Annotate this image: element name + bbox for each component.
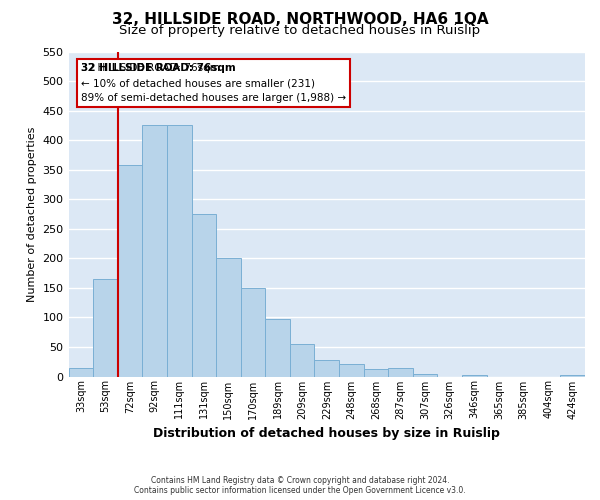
- Text: Contains HM Land Registry data © Crown copyright and database right 2024.
Contai: Contains HM Land Registry data © Crown c…: [134, 476, 466, 495]
- Bar: [560, 374, 585, 376]
- Text: 32 HILLSIDE ROAD: 76sqm: 32 HILLSIDE ROAD: 76sqm: [81, 64, 236, 74]
- Bar: [142, 126, 167, 376]
- Bar: [68, 368, 93, 376]
- Bar: [339, 364, 364, 376]
- Bar: [265, 319, 290, 376]
- Bar: [241, 288, 265, 376]
- Bar: [314, 360, 339, 376]
- Bar: [93, 279, 118, 376]
- Bar: [290, 344, 314, 376]
- Text: 32 HILLSIDE ROAD: 76sqm
← 10% of detached houses are smaller (231)
89% of semi-d: 32 HILLSIDE ROAD: 76sqm ← 10% of detache…: [81, 64, 346, 103]
- Text: Size of property relative to detached houses in Ruislip: Size of property relative to detached ho…: [119, 24, 481, 37]
- Bar: [191, 214, 216, 376]
- Bar: [216, 258, 241, 376]
- X-axis label: Distribution of detached houses by size in Ruislip: Distribution of detached houses by size …: [154, 427, 500, 440]
- Y-axis label: Number of detached properties: Number of detached properties: [27, 126, 37, 302]
- Bar: [413, 374, 437, 376]
- Bar: [364, 369, 388, 376]
- Bar: [388, 368, 413, 376]
- Bar: [118, 165, 142, 376]
- Bar: [167, 126, 191, 376]
- Bar: [462, 374, 487, 376]
- Text: 32, HILLSIDE ROAD, NORTHWOOD, HA6 1QA: 32, HILLSIDE ROAD, NORTHWOOD, HA6 1QA: [112, 12, 488, 28]
